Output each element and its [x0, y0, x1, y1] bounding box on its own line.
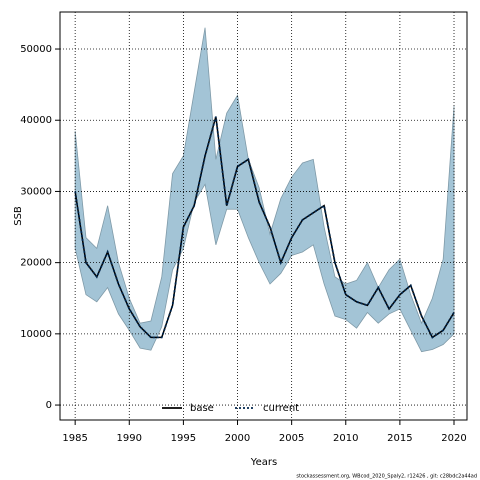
x-tick-label: 1990: [117, 433, 142, 444]
x-tick-label: 2005: [279, 433, 304, 444]
y-tick-label: 40000: [20, 115, 52, 126]
footnote: stockassessment.org, WBcod_2020_Spaly2, …: [296, 474, 477, 480]
x-tick-label: 1985: [62, 433, 87, 444]
plot-frame: [59, 11, 468, 421]
legend-label: base: [190, 403, 214, 414]
x-tick-label: 2015: [387, 433, 412, 444]
confidence-band: [74, 27, 455, 353]
y-tick-label: 20000: [20, 258, 52, 269]
y-tick-label: 30000: [20, 186, 52, 197]
legend-label: current: [263, 403, 299, 414]
x-tick-label: 2020: [441, 433, 466, 444]
y-axis-label: SSB: [13, 206, 24, 226]
series-line: [74, 116, 455, 339]
y-tick-label: 0: [46, 400, 52, 411]
x-tick-label: 1995: [171, 433, 196, 444]
y-tick-label: 50000: [20, 44, 52, 55]
y-tick-label: 10000: [20, 329, 52, 340]
x-tick-label: 2000: [225, 433, 250, 444]
x-tick-label: 2010: [333, 433, 358, 444]
x-axis-label: Years: [250, 457, 277, 468]
